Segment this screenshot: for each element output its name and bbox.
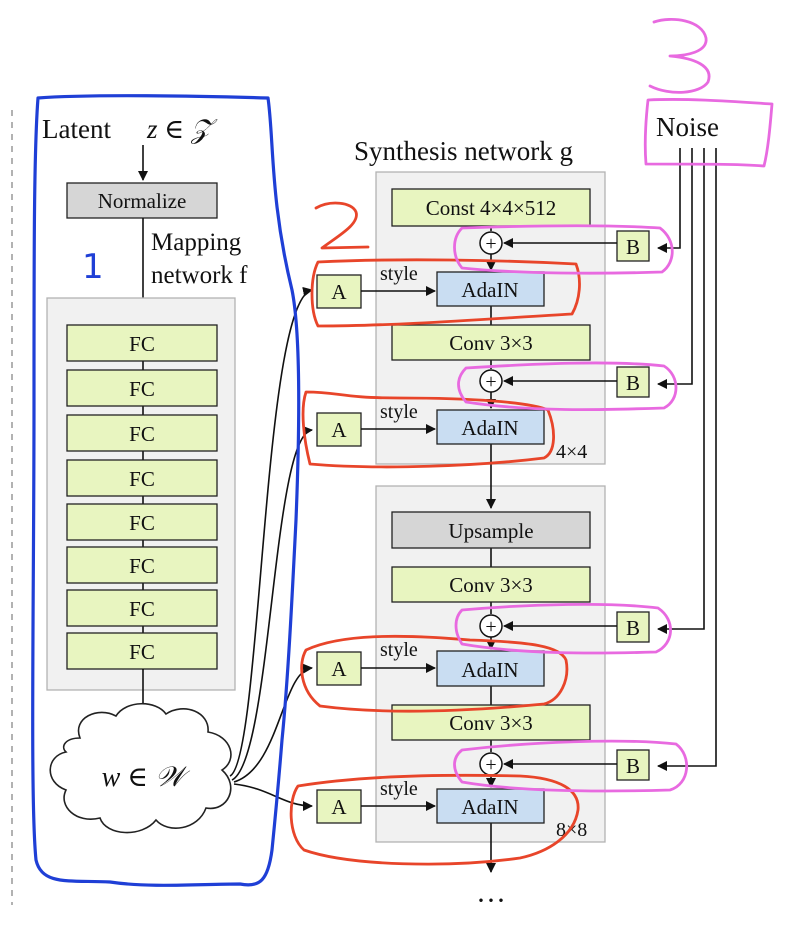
fc-box-1 <box>66 324 218 362</box>
plus-text-1: + <box>485 233 496 255</box>
w-label: w ∈ 𝒲 <box>102 762 191 793</box>
plus-text-4: + <box>485 754 496 776</box>
annotation-number-1: 1 <box>82 247 104 287</box>
a-box-4 <box>316 789 362 824</box>
fc-text-5: FC <box>129 511 155 535</box>
conv-box-1 <box>391 324 591 361</box>
b-box-2 <box>616 366 650 398</box>
annotation-red-loop-3 <box>300 634 569 713</box>
annotation-number-2 <box>314 201 370 250</box>
upsample-text: Upsample <box>448 519 533 543</box>
fc-text-2: FC <box>129 377 155 401</box>
fc-box-4 <box>66 459 218 497</box>
arrow-w-a4 <box>233 783 313 811</box>
plus-text-2: + <box>485 371 496 393</box>
noise-feed-3 <box>657 148 705 634</box>
noise-feeds <box>657 148 717 771</box>
annotation-blue-outline <box>31 94 301 887</box>
b-text-4: B <box>626 754 640 778</box>
noise-feed-2 <box>657 148 693 389</box>
latent-label: Latent <box>42 114 111 144</box>
style-text-1: style <box>380 263 418 285</box>
fc-text-3: FC <box>129 422 155 446</box>
a-text-2: A <box>331 418 347 442</box>
ellipsis: ··· <box>476 884 506 917</box>
annotation-number-3 <box>648 18 711 94</box>
annotation-red-loop-4 <box>289 773 580 866</box>
b-box-4 <box>616 749 650 781</box>
latent-var: z ∈ 𝒵 <box>146 114 218 144</box>
arrow-w-a2 <box>231 425 313 781</box>
noise-feed-4 <box>657 148 717 771</box>
annotation-pink-loop-1 <box>453 224 674 275</box>
const-text: Const 4×4×512 <box>426 196 556 220</box>
upsample-box <box>391 511 591 549</box>
noise-feed-1 <box>657 148 681 253</box>
const-box <box>391 188 591 227</box>
a-box-1 <box>316 274 362 309</box>
b-box-1 <box>616 230 650 262</box>
b-box-3 <box>616 611 650 643</box>
a-text-1: A <box>331 280 347 304</box>
adain-text-2: AdaIN <box>461 416 518 440</box>
annotation-red-loop-1 <box>310 258 581 328</box>
style-text-3: style <box>380 639 418 661</box>
b-text-2: B <box>626 371 640 395</box>
a-text-4: A <box>331 795 347 819</box>
a-text-3: A <box>331 657 347 681</box>
mapping-label-2: network f <box>151 262 248 289</box>
noise-label: Noise <box>656 112 719 142</box>
fc-box-6 <box>66 546 218 584</box>
plus-text-3: + <box>485 616 496 638</box>
adain-box-1 <box>436 271 545 307</box>
adain-box-3 <box>436 650 545 687</box>
normalize-text: Normalize <box>98 189 187 213</box>
noise-scales: B B B B <box>503 230 650 781</box>
adain-box-2 <box>436 409 545 445</box>
style-text-2: style <box>380 401 418 423</box>
fc-text-1: FC <box>129 332 155 356</box>
normalize-box <box>66 182 218 219</box>
fc-text-6: FC <box>129 554 155 578</box>
fc-box-5 <box>66 503 218 541</box>
w-cloud <box>49 703 232 834</box>
arrow-w-a1 <box>229 286 313 777</box>
conv-box-2 <box>391 566 591 603</box>
b-text-1: B <box>626 235 640 259</box>
adain-text-4: AdaIN <box>461 795 518 819</box>
adain-text-3: AdaIN <box>461 658 518 682</box>
b-text-3: B <box>626 616 640 640</box>
conv-text-2: Conv 3×3 <box>449 573 533 597</box>
synthesis-label: Synthesis network g <box>354 136 573 166</box>
fc-text-8: FC <box>129 640 155 664</box>
annotation-pink-loop-3 <box>454 602 672 655</box>
fc-text-4: FC <box>129 467 155 491</box>
adain-text-1: AdaIN <box>461 278 518 302</box>
add-noise-node-2 <box>479 369 503 393</box>
mapping-label-1: Mapping <box>151 229 242 256</box>
adain-box-4 <box>436 788 545 824</box>
fc-box-2 <box>66 369 218 407</box>
fc-box-8 <box>66 632 218 670</box>
style-text-4: style <box>380 778 418 800</box>
fc-box-3 <box>66 414 218 452</box>
annotation-red-loop-2 <box>301 390 555 469</box>
fc-text-7: FC <box>129 597 155 621</box>
res-4x4-label: 4×4 <box>556 441 587 463</box>
annotation-pink-loop-2 <box>457 361 678 412</box>
add-noise-node-3 <box>479 614 503 638</box>
fc-box-7 <box>66 589 218 627</box>
conv-text-3: Conv 3×3 <box>449 711 533 735</box>
add-noise-node-1 <box>479 231 503 255</box>
annotation-pink-loop-4 <box>453 739 689 793</box>
annotation-pink-noise <box>643 98 774 168</box>
style-affines: A style A style A style A style <box>316 263 436 824</box>
conv-text-1: Conv 3×3 <box>449 331 533 355</box>
fc-stack: FC FC FC FC FC FC FC FC <box>66 324 218 670</box>
